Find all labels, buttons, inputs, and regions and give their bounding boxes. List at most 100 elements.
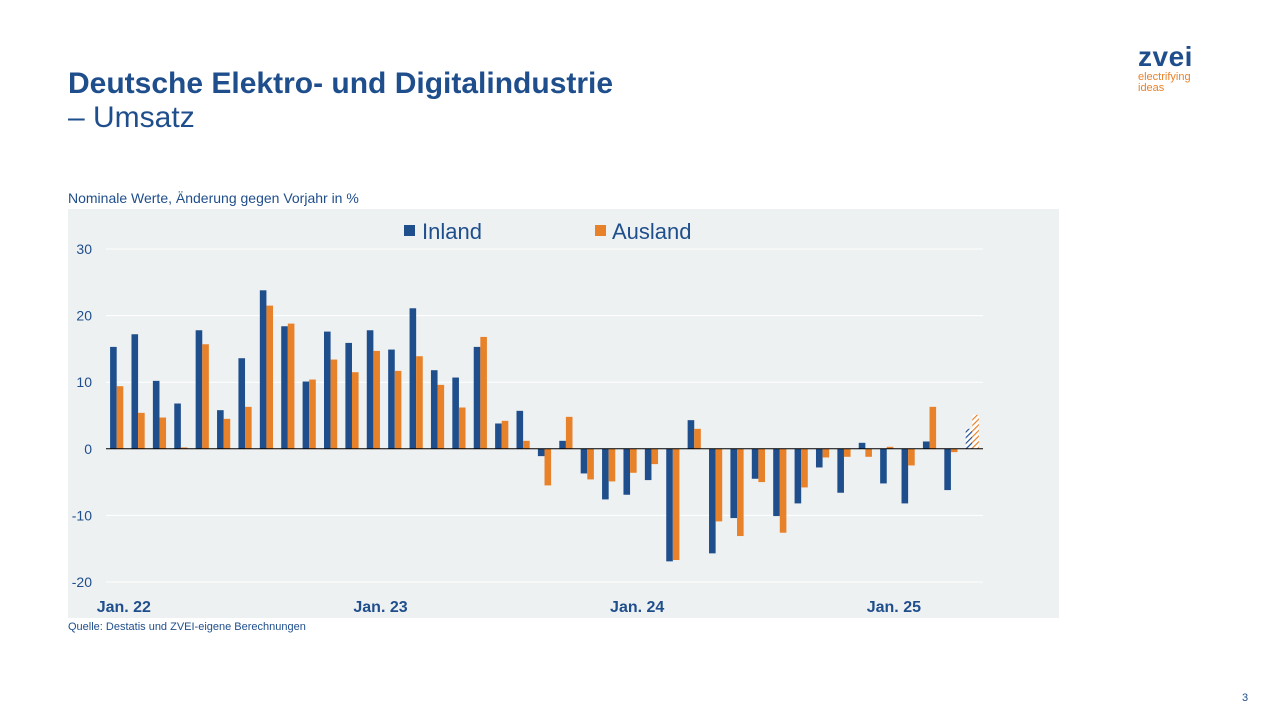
bar-inland [430,370,438,449]
bar-inland [323,331,331,449]
bar-inland [302,381,310,449]
bar-ausland [758,448,766,483]
source-note: Quelle: Destatis und ZVEI-eigene Berechn… [68,621,306,633]
bar-inland [131,334,139,449]
bar-inland [815,448,823,468]
logo-tagline-2: ideas [1138,82,1165,94]
bar-inland [345,342,352,449]
bar-inland [388,349,395,449]
legend-label-inland: Inland [422,219,482,244]
bar-inland [559,440,566,449]
bar-inland [537,448,545,457]
y-tick-label: -20 [72,574,92,590]
logo-word: zvei [1138,41,1193,72]
bar-inland [580,448,588,474]
bar-inland [238,358,246,449]
bar-ausland [437,384,445,449]
bar-inland [944,448,951,491]
zvei-logo: zvei electrifying ideas [1138,42,1193,94]
bar-ausland [801,448,808,488]
bar-inland [922,441,930,449]
chart: 30 20 10 0 -10 -20 Jan. 22 Jan. 23 Jan. 24 Jan. … [68,209,1059,618]
bar-inland [751,448,759,479]
bar-inland [623,448,631,495]
grid-layer [106,248,983,583]
plot-background [68,209,1059,618]
bar-inland [794,448,802,504]
y-tick-label: 20 [76,308,92,324]
bar-ausland [159,417,167,449]
bar-ausland [223,418,231,449]
bar-ausland [587,448,594,480]
bar-ausland [565,416,573,449]
bar-ausland [651,448,659,465]
y-tick-label: 10 [76,374,92,390]
logo-tagline-1: electrifying [1138,71,1191,83]
bar-inland [644,448,652,481]
bar-ausland [822,448,830,458]
bar-ausland [266,305,274,449]
bar-inland [452,377,459,449]
page-title: Deutsche Elektro- und Digitalindustrie [68,67,614,100]
bar-inland [495,423,502,449]
bar-inland [837,448,844,493]
bar-ausland [843,448,851,457]
bar-inland [217,410,224,449]
bar-ausland [416,356,423,449]
page-subtitle: – Umsatz [68,101,195,134]
bar-ausland [287,323,295,449]
bar-ausland [309,379,316,449]
page-number: 3 [1242,692,1249,704]
bar-ausland [394,370,402,449]
x-tick-label: Jan. 23 [353,599,407,616]
bar-ausland [501,420,509,449]
bar-ausland [715,448,723,522]
bar-inland [773,448,780,517]
bar-ausland [694,428,701,449]
bar-inland [602,448,609,500]
bar-ausland [116,386,124,449]
bar-ausland [908,448,915,466]
bar-ausland [351,372,359,449]
bar-inland [366,330,374,449]
bar-inland [858,442,866,449]
legend-swatch-inland [404,225,415,236]
bars-layer [110,290,979,562]
bar-ausland [138,412,145,449]
bar-ausland [330,359,338,449]
bar-ausland [630,448,637,473]
bar-ausland [523,440,530,449]
bar-inland [687,420,695,449]
bar-ausland [480,336,487,449]
bar-inland [174,403,181,449]
bar-inland [730,448,738,519]
bar-ausland [544,448,552,486]
bar-inland [409,308,417,449]
bar-ausland [865,448,872,457]
bar-ausland [950,448,958,453]
x-tick-labels: Jan. 22 Jan. 23 Jan. 24 Jan. 25 [97,599,921,616]
chart-note: Nominale Werte, Änderung gegen Vorjahr i… [68,190,359,206]
y-tick-label: 0 [84,441,92,457]
bar-ausland [779,448,787,533]
bar-inland [901,448,909,504]
legend-label-ausland: Ausland [612,219,692,244]
legend: Inland Ausland [404,219,692,244]
bar-inland [259,290,267,449]
bar-inland [473,346,481,449]
bar-ausland [886,446,894,449]
y-tick-label: 30 [76,241,92,257]
bar-ausland [458,407,466,449]
bar-inland [965,428,973,449]
bar-inland [110,346,117,449]
bar-inland [516,410,524,449]
bar-inland [195,330,203,449]
bar-inland [880,448,887,484]
bar-ausland [180,447,188,449]
bar-ausland [737,448,744,537]
bar-ausland [245,406,252,449]
bar-inland [281,326,288,449]
x-tick-label: Jan. 25 [867,599,921,616]
bar-inland [152,380,160,449]
